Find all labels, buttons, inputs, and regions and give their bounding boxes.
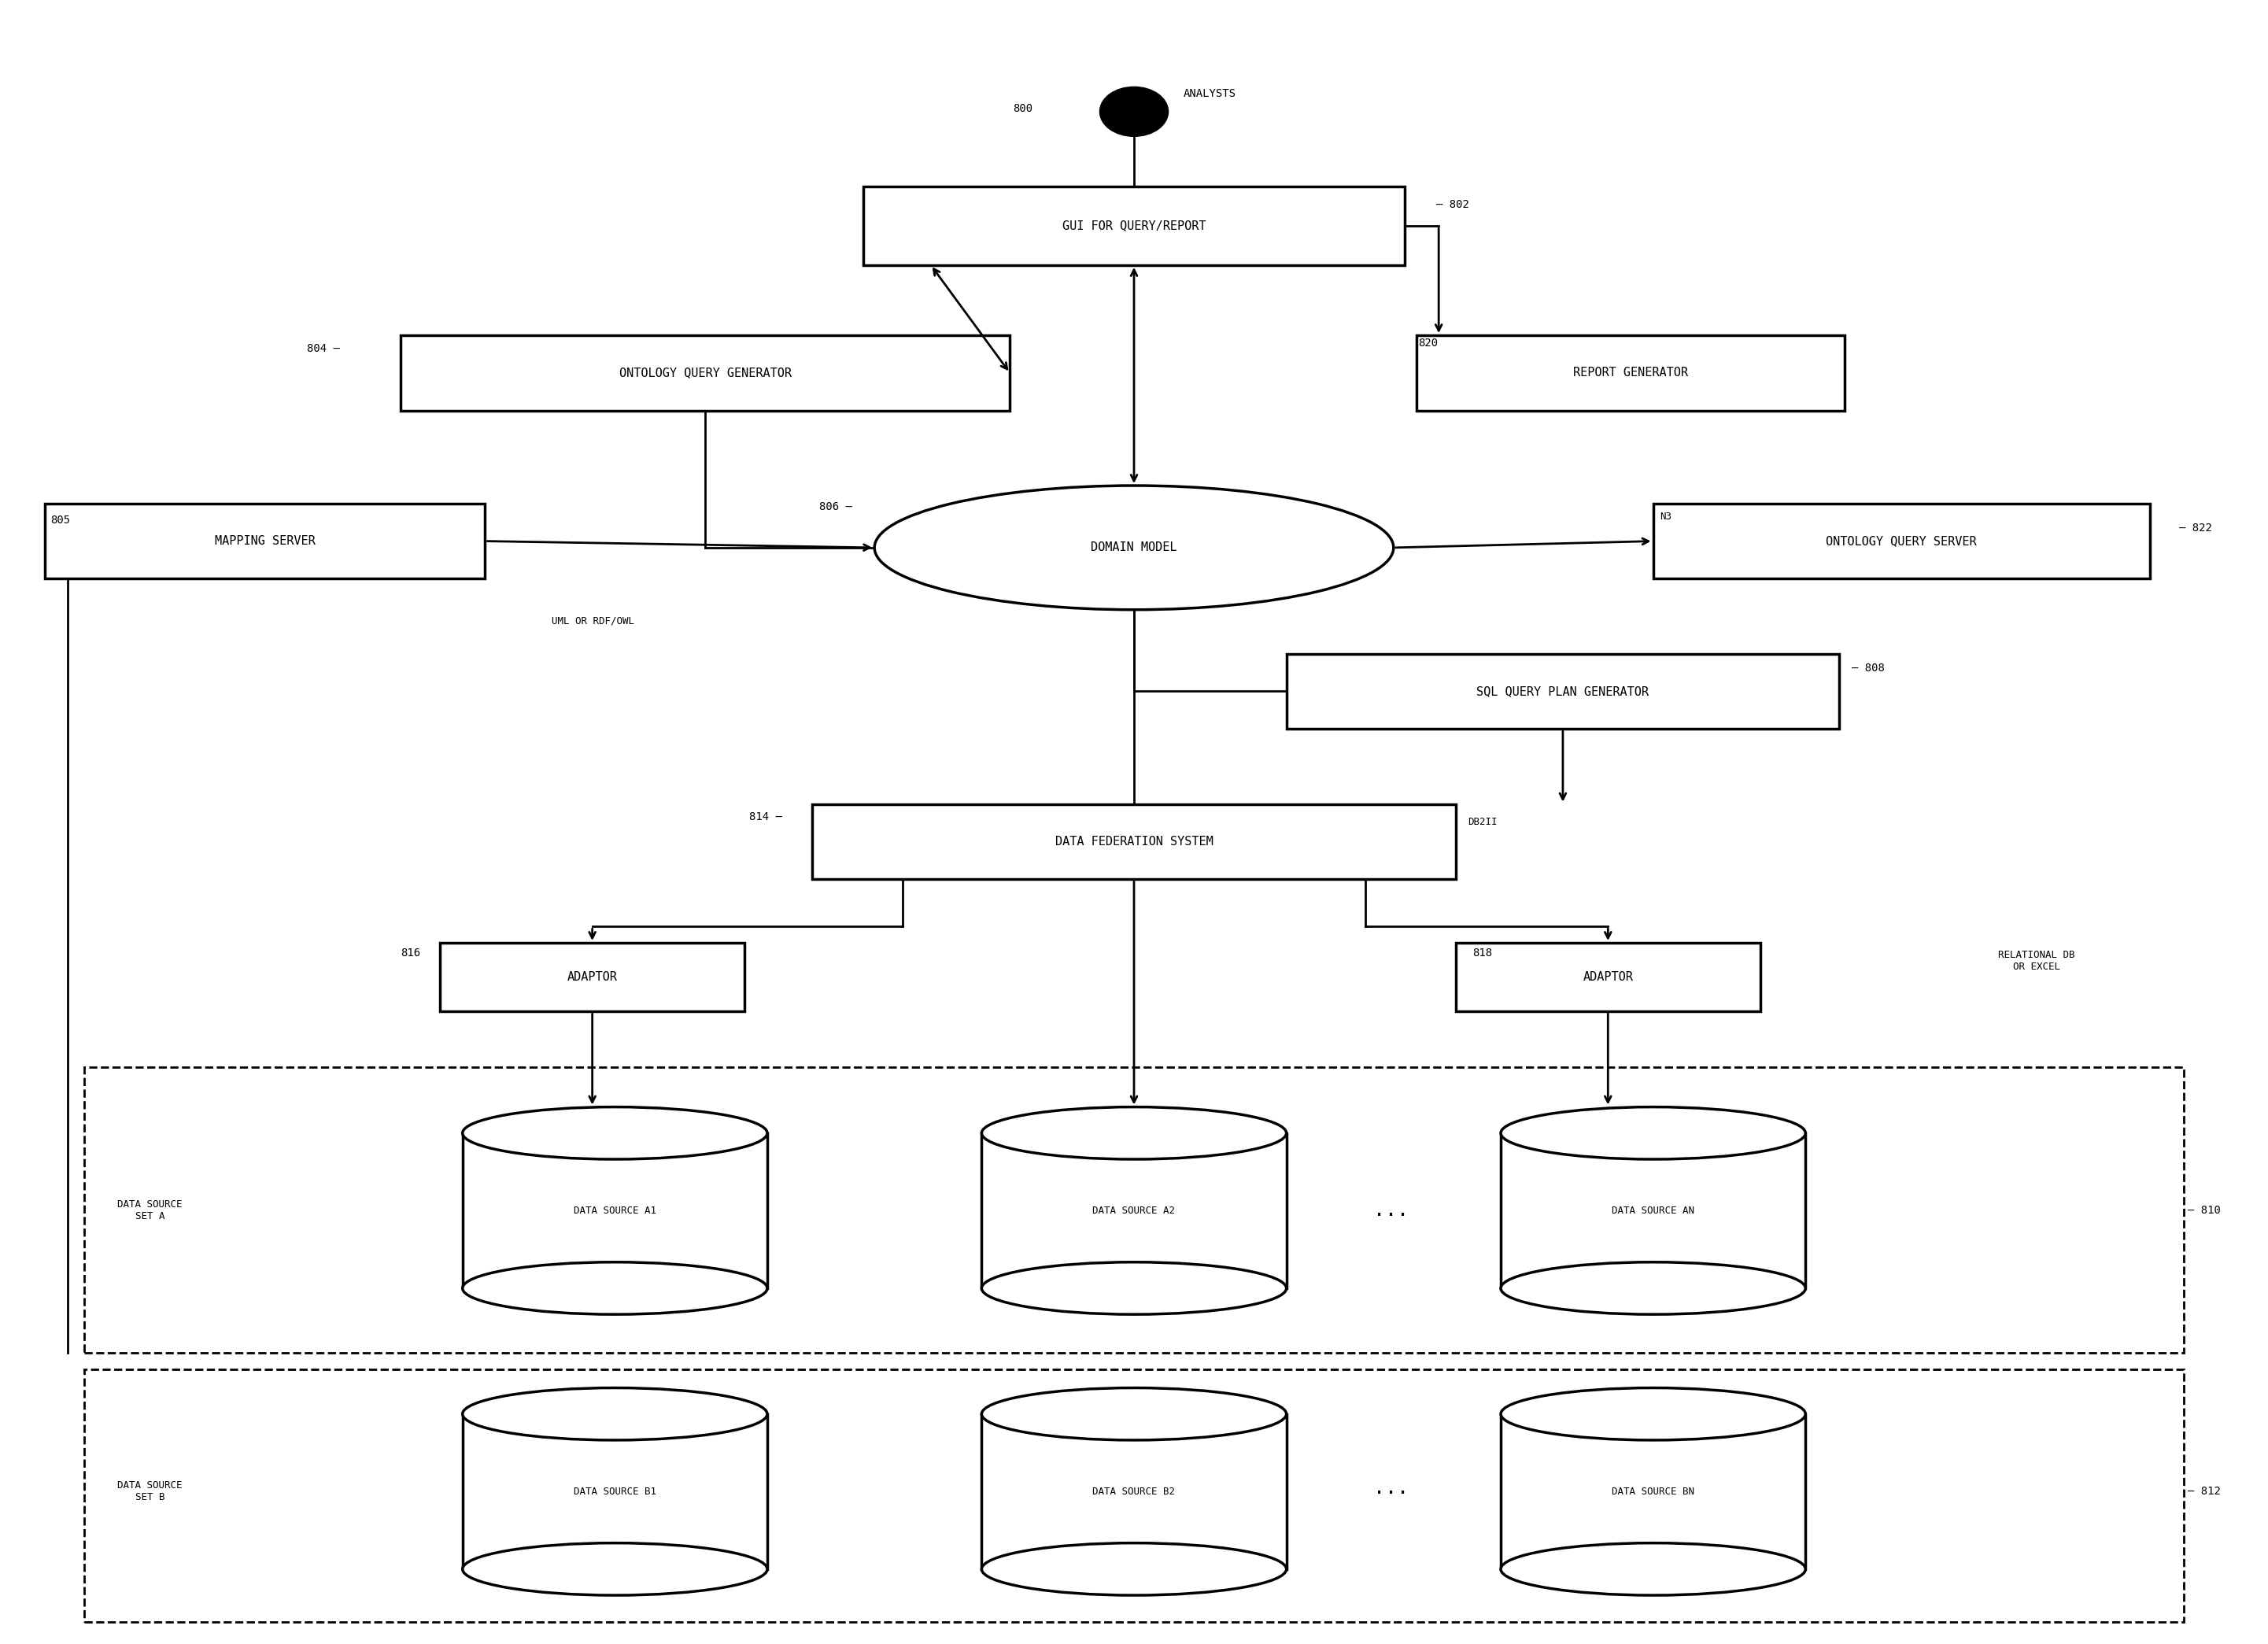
Text: DATA SOURCE
SET A: DATA SOURCE SET A [118, 1200, 181, 1221]
Text: ONTOLOGY QUERY GENERATOR: ONTOLOGY QUERY GENERATOR [619, 367, 792, 378]
Text: — 802: — 802 [1436, 199, 1470, 210]
FancyBboxPatch shape [84, 1369, 2184, 1623]
Ellipse shape [463, 1388, 767, 1440]
Text: — 810: — 810 [2189, 1205, 2220, 1217]
Text: 818: 818 [1472, 947, 1492, 958]
FancyBboxPatch shape [1501, 1133, 1805, 1289]
Text: ADAPTOR: ADAPTOR [567, 972, 617, 983]
Text: DB2II: DB2II [1467, 817, 1497, 827]
Ellipse shape [982, 1106, 1286, 1159]
Text: 816: 816 [401, 947, 422, 958]
Ellipse shape [982, 1544, 1286, 1595]
Text: GUI FOR QUERY/REPORT: GUI FOR QUERY/REPORT [1061, 220, 1207, 232]
Text: DATA SOURCE
SET B: DATA SOURCE SET B [118, 1481, 181, 1503]
FancyBboxPatch shape [45, 503, 485, 579]
Ellipse shape [1501, 1106, 1805, 1159]
Text: DATA FEDERATION SYSTEM: DATA FEDERATION SYSTEM [1055, 835, 1213, 848]
Text: 800: 800 [1012, 104, 1032, 113]
Text: — 808: — 808 [1851, 663, 1885, 674]
Ellipse shape [982, 1388, 1286, 1440]
Text: ONTOLOGY QUERY SERVER: ONTOLOGY QUERY SERVER [1826, 536, 1978, 547]
Text: DOMAIN MODEL: DOMAIN MODEL [1091, 543, 1177, 554]
FancyBboxPatch shape [463, 1133, 767, 1289]
Text: DATA SOURCE B1: DATA SOURCE B1 [574, 1486, 655, 1496]
Text: RELATIONAL DB
OR EXCEL: RELATIONAL DB OR EXCEL [1998, 950, 2075, 972]
Text: DATA SOURCE AN: DATA SOURCE AN [1613, 1205, 1694, 1217]
Text: MAPPING SERVER: MAPPING SERVER [215, 536, 315, 547]
FancyBboxPatch shape [864, 187, 1404, 265]
Ellipse shape [463, 1106, 767, 1159]
Text: ...: ... [1374, 1202, 1408, 1220]
Ellipse shape [463, 1544, 767, 1595]
FancyBboxPatch shape [463, 1414, 767, 1568]
Ellipse shape [982, 1388, 1286, 1440]
Text: 820: 820 [1418, 339, 1438, 349]
Text: ANALYSTS: ANALYSTS [1184, 89, 1236, 99]
Ellipse shape [982, 1106, 1286, 1159]
FancyBboxPatch shape [982, 1414, 1286, 1568]
FancyBboxPatch shape [1286, 654, 1839, 728]
Ellipse shape [463, 1263, 767, 1314]
Text: SQL QUERY PLAN GENERATOR: SQL QUERY PLAN GENERATOR [1476, 686, 1649, 697]
Text: DATA SOURCE A1: DATA SOURCE A1 [574, 1205, 655, 1217]
Text: — 812: — 812 [2189, 1486, 2220, 1498]
Ellipse shape [1501, 1388, 1805, 1440]
Ellipse shape [875, 485, 1393, 610]
Text: 804 —: 804 — [306, 344, 340, 353]
FancyBboxPatch shape [84, 1067, 2184, 1353]
Text: — 822: — 822 [2180, 523, 2211, 534]
FancyBboxPatch shape [982, 1133, 1286, 1289]
Text: 806 —: 806 — [819, 501, 853, 513]
Text: 814 —: 814 — [748, 812, 782, 822]
Text: UML OR RDF/OWL: UML OR RDF/OWL [551, 616, 635, 626]
Ellipse shape [1501, 1106, 1805, 1159]
Ellipse shape [1501, 1388, 1805, 1440]
Ellipse shape [982, 1263, 1286, 1314]
FancyBboxPatch shape [812, 804, 1456, 880]
FancyBboxPatch shape [1501, 1414, 1805, 1568]
Ellipse shape [1501, 1544, 1805, 1595]
Ellipse shape [463, 1388, 767, 1440]
FancyBboxPatch shape [401, 335, 1009, 411]
Text: REPORT GENERATOR: REPORT GENERATOR [1574, 367, 1687, 378]
Text: DATA SOURCE BN: DATA SOURCE BN [1613, 1486, 1694, 1496]
Text: DATA SOURCE B2: DATA SOURCE B2 [1093, 1486, 1175, 1496]
Text: 805: 805 [50, 515, 70, 526]
FancyBboxPatch shape [1415, 335, 1844, 411]
FancyBboxPatch shape [1653, 503, 2150, 579]
FancyBboxPatch shape [440, 944, 744, 1011]
Text: ADAPTOR: ADAPTOR [1583, 972, 1633, 983]
Text: N3: N3 [1660, 511, 1672, 521]
Text: ...: ... [1374, 1480, 1408, 1498]
Ellipse shape [463, 1106, 767, 1159]
Circle shape [1100, 87, 1168, 136]
FancyBboxPatch shape [1456, 944, 1760, 1011]
Text: DATA SOURCE A2: DATA SOURCE A2 [1093, 1205, 1175, 1217]
Ellipse shape [1501, 1263, 1805, 1314]
